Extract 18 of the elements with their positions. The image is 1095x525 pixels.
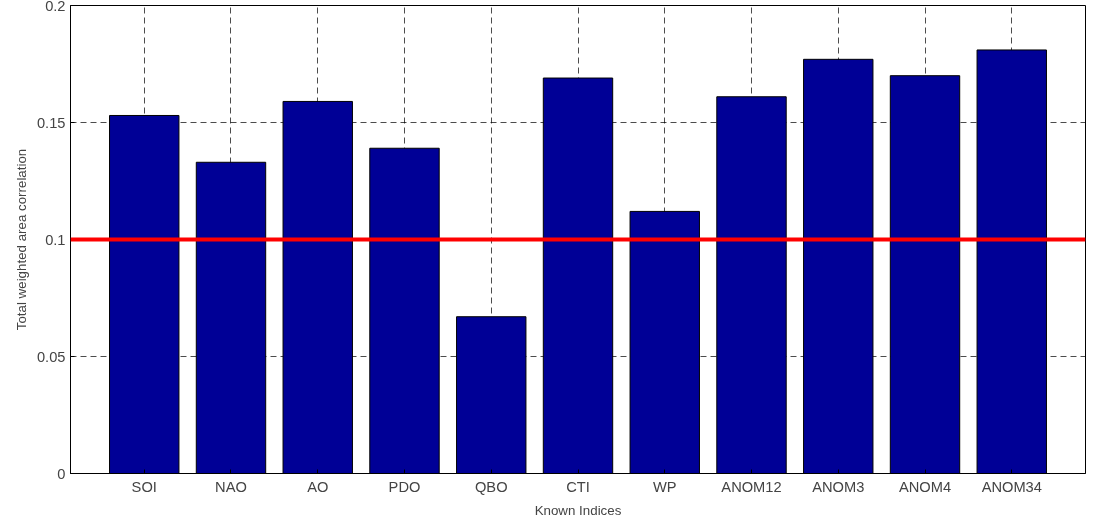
y-tick-label: 0.15 [36, 114, 66, 131]
x-tick-label: ANOM12 [721, 478, 782, 495]
x-tick-label: ANOM3 [812, 478, 865, 495]
x-tick-label: NAO [215, 478, 247, 495]
x-tick-label: ANOM34 [981, 478, 1042, 495]
x-tick-label: ANOM4 [898, 478, 952, 495]
x-tick-label: SOI [131, 478, 157, 495]
y-axis-title: Total weighted area correlation [13, 148, 29, 331]
x-tick-label: AO [307, 478, 329, 495]
x-axis-title: Known Indices [534, 502, 622, 518]
y-tick-label: 0.1 [45, 231, 66, 248]
y-tick-label: 0.05 [36, 348, 66, 365]
x-tick-label: CTI [566, 478, 590, 495]
y-tick-label: 0.2 [45, 0, 66, 14]
x-tick-label: QBO [474, 478, 508, 495]
x-tick-label: PDO [388, 478, 421, 495]
x-tick-label: WP [652, 478, 677, 495]
y-tick-label: 0 [57, 465, 66, 482]
